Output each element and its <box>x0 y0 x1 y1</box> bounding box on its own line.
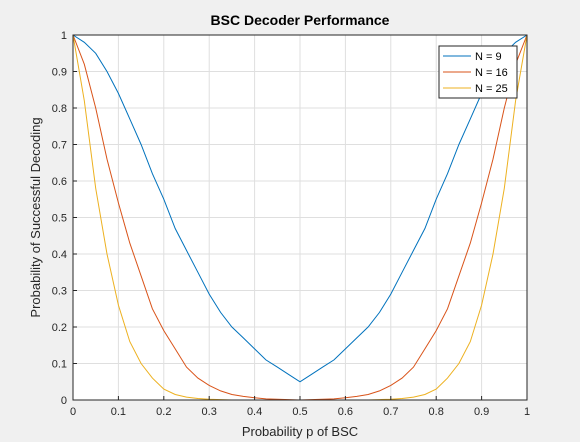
y-tick-label: 0.9 <box>52 67 67 79</box>
y-tick-label: 0.8 <box>52 103 67 115</box>
legend: N = 9 N = 16 N = 25 <box>438 45 518 99</box>
x-tick-label: 0.7 <box>383 406 398 418</box>
x-tick-label: 0.2 <box>156 406 171 418</box>
y-tick-label: 0 <box>61 395 67 407</box>
x-tick-label: 0.3 <box>202 406 217 418</box>
y-tick-label: 0.6 <box>52 176 67 188</box>
x-tick-label: 0.4 <box>247 406 262 418</box>
y-tick-label: 0.5 <box>52 213 67 225</box>
x-tick-label: 0 <box>70 406 76 418</box>
x-tick-label: 0.1 <box>111 406 126 418</box>
legend-label: N = 25 <box>475 83 508 95</box>
x-tick-label: 0.5 <box>292 406 307 418</box>
y-tick-label: 1 <box>61 30 67 42</box>
y-tick-label: 0.1 <box>52 359 67 371</box>
y-axis-ticks: 0 0.1 0.2 0.3 0.4 0.5 0.6 0.7 0.8 0.9 1 <box>52 30 77 407</box>
x-tick-label: 0.6 <box>338 406 353 418</box>
legend-label: N = 16 <box>475 67 508 79</box>
x-tick-label: 0.9 <box>474 406 489 418</box>
x-tick-label: 0.8 <box>429 406 444 418</box>
series-line-n9 <box>72 34 528 383</box>
y-axis-label: Probability of Successful Decoding <box>28 117 43 317</box>
x-axis-ticks: 0 0.1 0.2 0.3 0.4 0.5 0.6 0.7 0.8 0.9 1 <box>70 396 530 418</box>
legend-label: N = 9 <box>475 51 502 63</box>
x-axis-label: Probability p of BSC <box>242 424 358 439</box>
y-tick-label: 0.4 <box>52 249 67 261</box>
y-tick-label: 0.2 <box>52 322 67 334</box>
x-tick-label: 1 <box>524 406 530 418</box>
y-tick-label: 0.3 <box>52 286 67 298</box>
chart-title: BSC Decoder Performance <box>211 12 390 28</box>
y-tick-label: 0.7 <box>52 140 67 152</box>
